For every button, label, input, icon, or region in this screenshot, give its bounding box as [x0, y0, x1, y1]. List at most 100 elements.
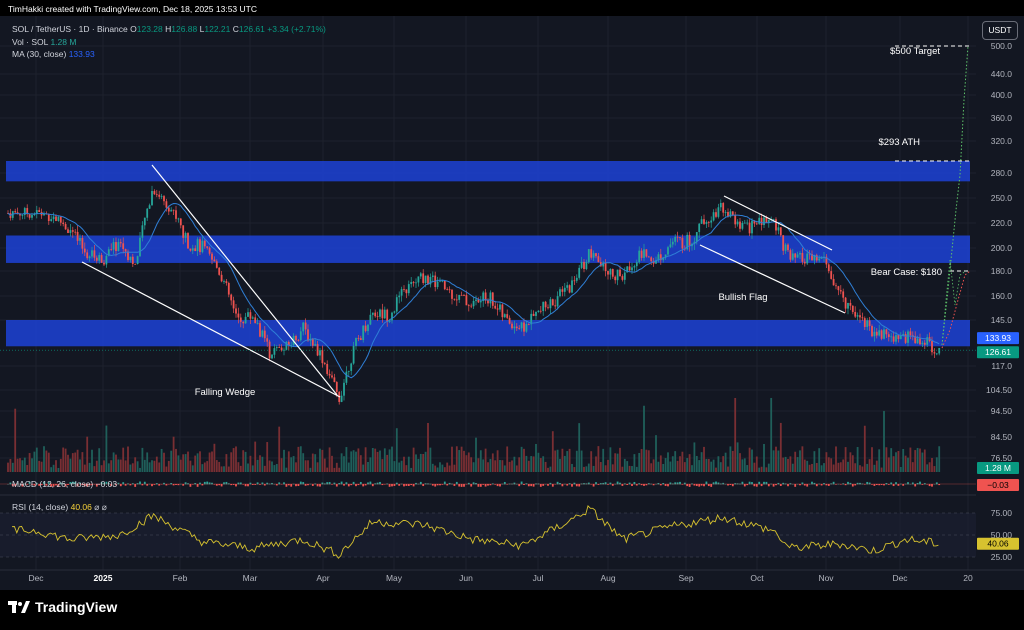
- tradingview-logo[interactable]: TradingView: [8, 599, 117, 615]
- candle-body: [91, 250, 93, 257]
- volume-bar: [914, 450, 917, 472]
- currency-button[interactable]: USDT: [982, 21, 1018, 40]
- candle-body: [256, 323, 259, 324]
- macd-bar: [55, 484, 57, 486]
- volume-bar: [638, 452, 641, 472]
- candle-body: [777, 227, 780, 231]
- volume-bar: [887, 457, 890, 472]
- volume-bar: [136, 461, 139, 472]
- macd-bar: [304, 484, 307, 486]
- macd-bar: [815, 484, 818, 487]
- macd-bar: [787, 484, 789, 487]
- candle-body: [59, 216, 62, 223]
- macd-bar: [199, 482, 201, 485]
- volume-bar: [451, 446, 453, 472]
- legend-volume-value: 1.28 M: [50, 37, 77, 47]
- macd-bar: [727, 484, 729, 486]
- macd-bar: [527, 484, 530, 487]
- candle-body: [455, 299, 458, 301]
- volume-bar: [676, 460, 679, 472]
- candle-body: [410, 282, 413, 285]
- volume-bar: [403, 456, 405, 472]
- macd-bar: [844, 484, 847, 486]
- volume-bar: [201, 464, 204, 472]
- volume-bar: [669, 461, 672, 472]
- candle-body: [743, 222, 746, 224]
- macd-bar: [883, 484, 885, 486]
- legend-ma-label: MA (30, close): [12, 49, 67, 59]
- macd-bar: [239, 482, 242, 485]
- volume-bar: [350, 451, 353, 472]
- candle-body: [895, 335, 897, 342]
- ma-line: [7, 202, 940, 379]
- volume-bar: [806, 460, 809, 472]
- candle-body: [825, 256, 828, 265]
- chart-canvas[interactable]: 500.0 440.0 400.0 360.0 320.0 280.0 250.0 220.0…: [0, 0, 1024, 590]
- macd-bar: [271, 482, 273, 485]
- ma-price-tag-label: 133.93: [985, 333, 1011, 343]
- volume-bar: [885, 447, 888, 472]
- candle-body: [69, 230, 72, 233]
- macd-bar: [575, 484, 578, 487]
- volume-bar: [319, 448, 321, 472]
- volume-bar: [412, 447, 415, 472]
- candle-body: [446, 289, 449, 290]
- volume-bar: [698, 460, 701, 472]
- macd-bar: [9, 482, 12, 485]
- candle-body: [302, 322, 305, 332]
- price-axis-label: 320.0: [991, 136, 1013, 146]
- volume-bar: [739, 453, 741, 472]
- macd-bar: [902, 484, 905, 486]
- volume-bar: [331, 455, 333, 472]
- volume-bar: [715, 467, 717, 472]
- volume-bar: [131, 463, 134, 472]
- candle-body: [775, 219, 777, 231]
- macd-bar: [21, 484, 24, 487]
- macd-bar: [455, 481, 458, 485]
- candle-body: [172, 209, 175, 211]
- candle-body: [470, 305, 473, 307]
- candle-body: [131, 256, 134, 264]
- volume-bar: [784, 456, 787, 472]
- volume-bar: [717, 456, 720, 472]
- candle-body: [323, 363, 326, 365]
- price-zone: [6, 161, 970, 182]
- macd-bar: [487, 484, 489, 486]
- candle-body: [566, 285, 569, 288]
- volume-bar: [213, 443, 216, 472]
- volume-bar: [362, 464, 365, 472]
- volume-bar: [837, 462, 840, 472]
- macd-bar: [470, 484, 473, 487]
- candle-body: [100, 255, 103, 263]
- macd-bar: [302, 482, 305, 485]
- candle-body: [772, 219, 775, 221]
- volume-bar: [47, 452, 50, 472]
- volume-bar: [686, 458, 689, 472]
- macd-bar: [806, 484, 809, 487]
- macd-bar: [907, 482, 909, 485]
- volume-bar: [314, 454, 317, 472]
- candle-body: [477, 299, 480, 303]
- candle-body: [297, 340, 300, 341]
- macd-bar: [731, 484, 734, 487]
- macd-bar: [107, 482, 110, 485]
- volume-bar: [129, 464, 132, 472]
- volume-bar: [518, 457, 521, 472]
- candle-body: [827, 264, 830, 272]
- macd-bar: [446, 484, 449, 486]
- volume-bar: [595, 456, 597, 472]
- candle-body: [391, 312, 393, 321]
- volume-bars: [7, 397, 941, 472]
- candle-body: [561, 289, 564, 292]
- candle-body: [134, 263, 137, 265]
- candle-body: [14, 211, 17, 213]
- macd-bar: [928, 484, 931, 487]
- candle-body: [148, 205, 151, 209]
- volume-bar: [383, 448, 386, 472]
- candle-body: [345, 371, 348, 383]
- macd-bar: [832, 481, 835, 485]
- macd-bar: [664, 484, 667, 486]
- candle-body: [136, 256, 139, 265]
- rsi-value-tag: [977, 537, 1019, 550]
- time-axis-label: 2025: [94, 573, 113, 583]
